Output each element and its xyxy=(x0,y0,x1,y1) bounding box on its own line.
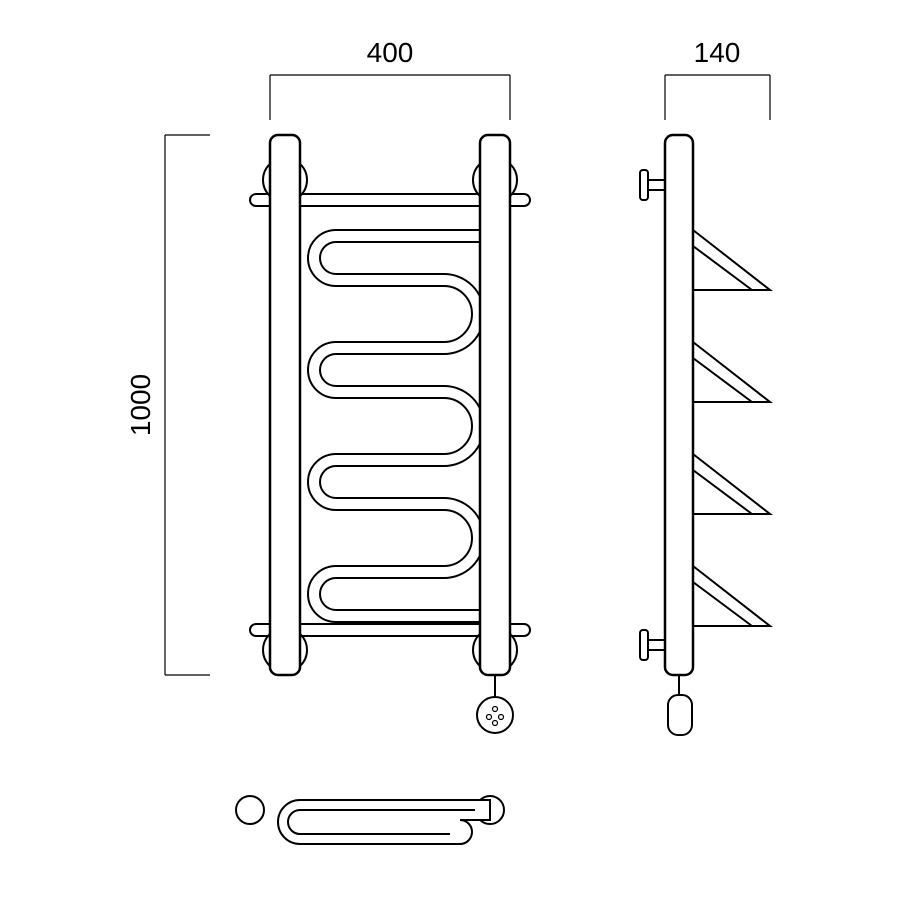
dim-height-label: 1000 xyxy=(125,374,156,436)
serpentine-coil xyxy=(308,230,484,622)
dim-width: 400 xyxy=(270,37,510,120)
side-shelf-2 xyxy=(693,342,770,402)
dim-depth: 140 xyxy=(665,37,770,120)
side-shelf-4 xyxy=(693,566,770,626)
heating-plug-front xyxy=(477,675,513,733)
dim-depth-label: 140 xyxy=(694,37,741,68)
heating-plug-side xyxy=(668,675,692,735)
dim-width-label: 400 xyxy=(367,37,414,68)
dim-height: 1000 xyxy=(125,135,210,675)
side-shelf-1 xyxy=(693,230,770,290)
top-view xyxy=(236,796,504,844)
side-view xyxy=(640,135,770,735)
side-shelf-3 xyxy=(693,454,770,514)
front-view xyxy=(250,135,530,733)
